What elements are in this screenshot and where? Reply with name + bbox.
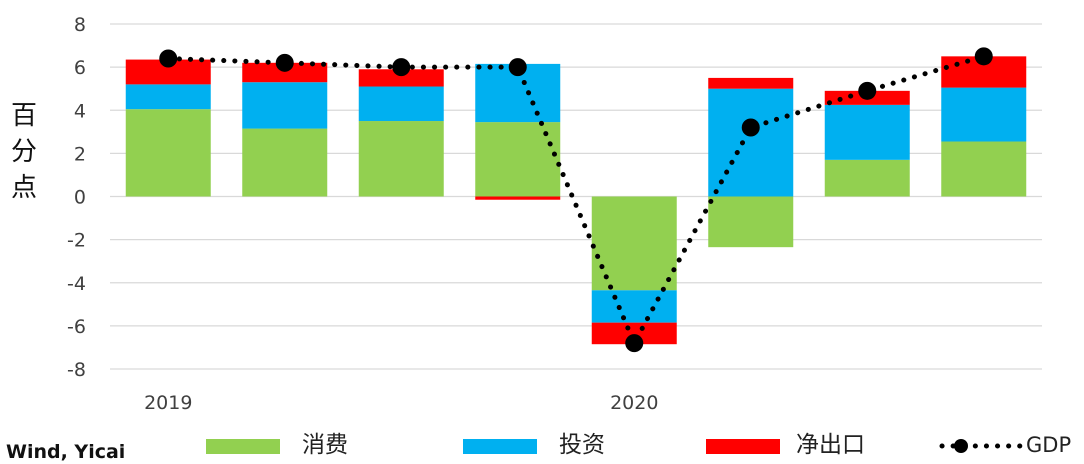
y-tick-label: -2 (67, 230, 86, 252)
gdp-line (159, 47, 993, 353)
gdp-point (625, 334, 644, 353)
y-axis-ticks: 8 6 4 2 0 -2 -4 -6 -8 (67, 14, 86, 381)
bar-segment-2 (358, 86, 444, 122)
bar-segment-3 (358, 69, 444, 87)
bar-segment-3 (242, 62, 328, 83)
bar-segment-1 (358, 121, 444, 197)
gdp-point (858, 81, 877, 100)
legend-swatch (206, 439, 280, 454)
bar-segment-3 (591, 322, 677, 345)
bar-segment-1 (242, 128, 328, 197)
gdp-point (974, 47, 993, 66)
gdp-point (159, 49, 178, 68)
x-axis-ticks: 2019 2020 (144, 392, 658, 414)
bar-segment-3 (708, 77, 794, 89)
bar-segment-2 (242, 82, 328, 129)
bar-segment-2 (941, 87, 1027, 142)
y-label-char: 百 (11, 101, 37, 131)
bar-segment-2 (125, 84, 211, 110)
y-tick-label: -4 (67, 273, 86, 295)
gdp-point (275, 53, 294, 72)
legend-swatch (706, 439, 780, 454)
y-axis-label: 百分点 (11, 101, 37, 203)
bar-segment-3 (475, 196, 561, 200)
bar-segment-1 (708, 196, 794, 248)
bar-segment-1 (125, 109, 211, 197)
gdp-point (392, 58, 411, 77)
bar-segment-1 (824, 159, 910, 197)
legend-swatch (463, 439, 537, 454)
y-tick-label: -6 (67, 316, 86, 338)
y-tick-label: 0 (74, 187, 86, 209)
gdp-point (508, 58, 527, 77)
legend-gdp-marker (954, 439, 968, 453)
gdp-point (741, 118, 760, 137)
legend-label: 消费 (302, 432, 348, 458)
legend-label: GDP (1026, 433, 1071, 457)
y-tick-label: 8 (74, 14, 86, 36)
legend: 消费 投资 净出口 GDP (206, 432, 1071, 458)
gdp-line-path (165, 53, 987, 349)
y-tick-label: -8 (67, 359, 86, 381)
y-label-char: 分 (11, 137, 37, 167)
x-tick-label: 2020 (610, 392, 658, 414)
x-tick-label: 2019 (144, 392, 192, 414)
bar-segment-2 (824, 104, 910, 160)
y-tick-label: 6 (74, 57, 86, 79)
legend-label: 投资 (559, 432, 605, 458)
bar-segment-2 (708, 88, 794, 197)
bar-segment-2 (591, 290, 677, 323)
y-tick-label: 4 (74, 100, 86, 122)
y-tick-label: 2 (74, 143, 86, 165)
source-label: Wind, Yicai (6, 441, 125, 463)
bar-segment-1 (941, 141, 1027, 197)
y-label-char: 点 (11, 173, 37, 203)
legend-label: 净出口 (796, 432, 865, 458)
bars (125, 56, 1027, 345)
